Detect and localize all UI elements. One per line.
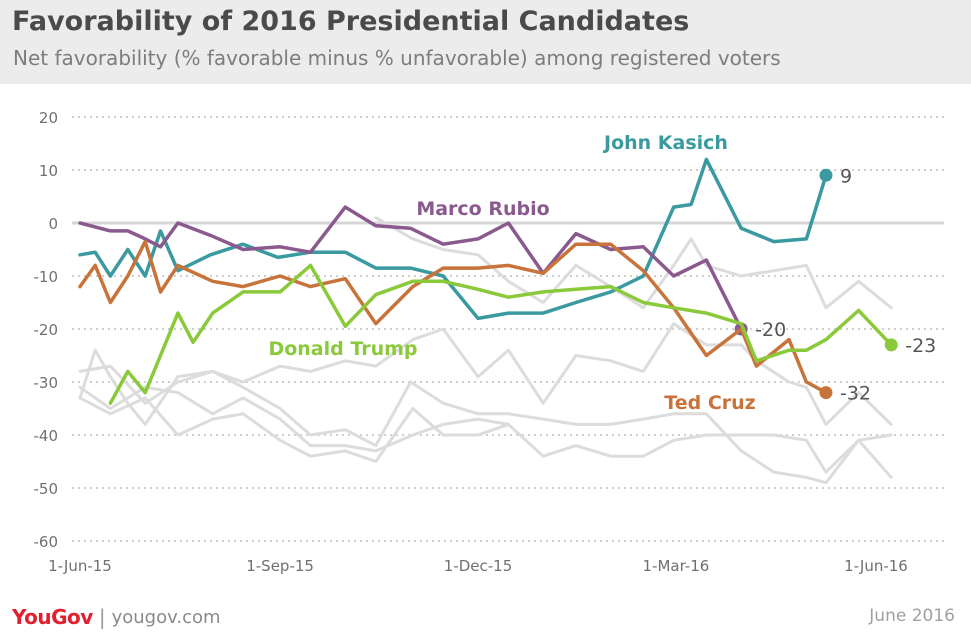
background-series-line: [78, 396, 893, 474]
chart-title: Favorability of 2016 Presidential Candid…: [12, 6, 690, 37]
chart-header: Favorability of 2016 Presidential Candid…: [0, 0, 971, 84]
label-ted-cruz: Ted Cruz: [664, 392, 755, 414]
series-line-marco-rubio: [78, 205, 743, 331]
x-tick-label: 1-Mar-16: [643, 557, 710, 575]
x-tick-label: 1-Dec-15: [444, 557, 512, 575]
label-marco-rubio: Marco Rubio: [416, 198, 549, 220]
background-series-line: [78, 385, 510, 453]
series-line-donald-trump: [108, 263, 893, 405]
y-tick-label: -10: [34, 268, 59, 286]
y-tick-label: -60: [34, 533, 59, 551]
end-value-ted-cruz: -32: [840, 383, 871, 405]
footer-brand: YouGov | yougov.com: [12, 604, 221, 630]
y-tick-label: -40: [34, 427, 59, 445]
y-tick-label: 20: [39, 109, 58, 127]
series-line-john-kasich: [78, 157, 828, 321]
x-tick-label: 1-Jun-16: [844, 557, 908, 575]
background-series-line: [78, 348, 893, 485]
series-endpoint-ted-cruz: [819, 386, 833, 400]
line-chart: 20 10 0 -10 -20 -30 -40 -50 -60 1-Jun-15 1-Sep-15 1…: [34, 109, 944, 575]
end-value-donald-trump: -23: [905, 335, 936, 357]
footer-separator: |: [98, 605, 106, 629]
background-series-line: [78, 322, 893, 426]
y-tick-label: -20: [34, 321, 59, 339]
y-tick-label: 10: [39, 162, 58, 180]
y-tick-label: 0: [48, 215, 58, 233]
end-value-marco-rubio: -20: [755, 319, 786, 341]
label-donald-trump: Donald Trump: [268, 338, 417, 360]
end-value-john-kasich: 9: [840, 165, 852, 187]
y-tick-label: -30: [34, 374, 59, 392]
chart-subtitle: Net favorability (% favorable minus % un…: [13, 46, 781, 70]
footer-site: yougov.com: [111, 606, 221, 628]
y-tick-label: -50: [34, 480, 59, 498]
label-john-kasich: John Kasich: [602, 132, 728, 154]
footer-date: June 2016: [869, 606, 955, 626]
series-endpoint-john-kasich: [819, 168, 833, 182]
series-line-ted-cruz: [78, 239, 828, 395]
x-tick-label: 1-Sep-15: [246, 557, 314, 575]
series-endpoint-donald-trump: [884, 338, 898, 352]
yougov-logo: YouGov: [12, 605, 93, 629]
x-tick-label: 1-Jun-15: [48, 557, 112, 575]
